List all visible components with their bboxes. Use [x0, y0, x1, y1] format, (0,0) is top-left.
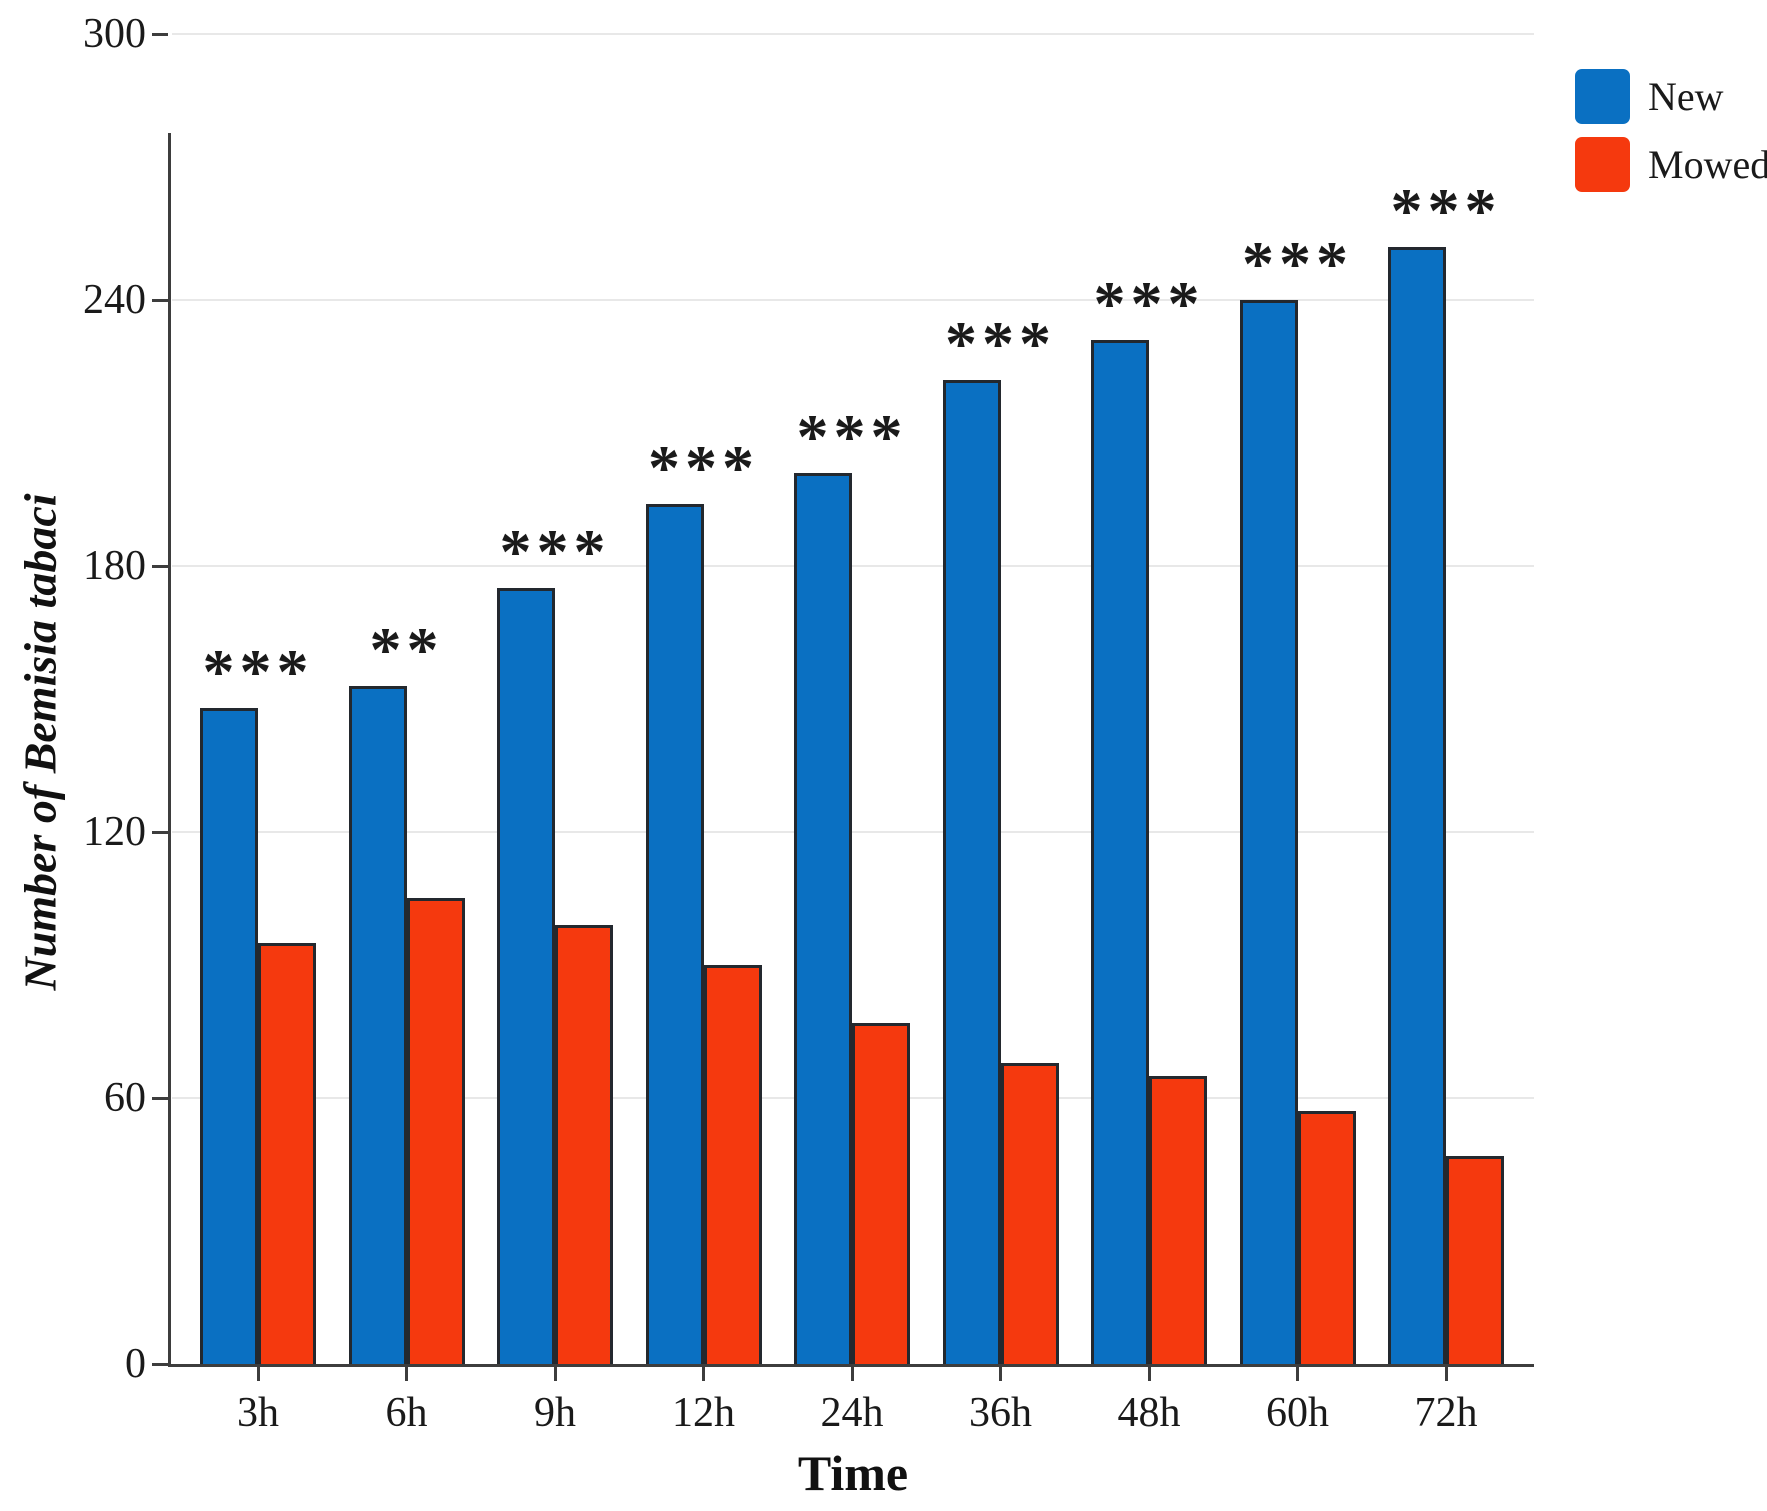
y-tick-120 [152, 830, 168, 834]
x-tick-72h [1444, 1366, 1448, 1381]
bar-mowed-3h [258, 943, 316, 1364]
x-tick-36h [999, 1366, 1002, 1381]
x-tick-48h [1147, 1366, 1151, 1381]
x-tick-label-6h: 6h [385, 1390, 428, 1436]
bar-mowed-48h [1149, 1076, 1207, 1364]
y-tick-0 [152, 1362, 168, 1366]
x-tick-label-36h: 36h [969, 1390, 1032, 1436]
x-tick-label-12h: 12h [672, 1390, 735, 1436]
legend-item-new: New [1575, 69, 1767, 124]
significance-label-36h: *** [945, 308, 1056, 379]
bar-new-72h [1388, 247, 1446, 1364]
y-tick-label-300: 300 [83, 11, 146, 57]
legend: New Mowed [1575, 69, 1767, 192]
bar-new-36h [942, 380, 1001, 1364]
x-tick-24h [850, 1366, 854, 1381]
y-tick-label-180: 180 [83, 543, 146, 589]
bar-new-3h [200, 708, 258, 1364]
plot-area: *** ** *** *** *** *** *** *** *** [172, 33, 1534, 1364]
bar-new-48h [1091, 340, 1149, 1364]
x-axis-line [168, 1364, 1534, 1367]
legend-swatch-mowed [1575, 137, 1630, 192]
bar-mowed-36h [1000, 1063, 1059, 1364]
legend-label-new: New [1648, 74, 1724, 119]
gridline-y-300 [172, 33, 1534, 35]
gridline-y-120 [172, 831, 1534, 833]
x-axis-title: Time [797, 1445, 909, 1501]
gridline-y-180 [172, 565, 1534, 567]
significance-label-48h: *** [1093, 268, 1205, 339]
y-tick-300 [152, 32, 168, 36]
significance-label-72h: *** [1390, 175, 1502, 246]
y-tick-label-120: 120 [83, 809, 146, 855]
bar-new-12h [645, 504, 704, 1364]
bar-new-24h [794, 473, 852, 1364]
bar-mowed-72h [1446, 1156, 1504, 1364]
significance-label-24h: *** [796, 401, 908, 472]
x-tick-label-72h: 72h [1414, 1390, 1478, 1436]
significance-label-9h: *** [499, 516, 611, 587]
x-tick-9h [553, 1366, 557, 1381]
gridline-y-240 [172, 299, 1534, 301]
bar-mowed-24h [852, 1023, 910, 1364]
legend-item-mowed: Mowed [1575, 137, 1767, 192]
x-tick-label-24h: 24h [820, 1390, 884, 1436]
x-tick-60h [1296, 1366, 1299, 1381]
x-tick-label-48h: 48h [1117, 1390, 1181, 1436]
bar-new-9h [497, 588, 555, 1364]
significance-label-6h: ** [369, 614, 444, 685]
significance-label-12h: *** [648, 432, 759, 503]
x-tick-label-3h: 3h [237, 1390, 279, 1436]
x-tick-12h [702, 1366, 705, 1381]
bar-new-6h [348, 686, 407, 1364]
x-tick-6h [405, 1366, 408, 1381]
y-tick-180 [152, 564, 168, 568]
x-tick-label-9h: 9h [534, 1390, 576, 1436]
legend-label-mowed: Mowed [1648, 142, 1767, 187]
legend-swatch-new [1575, 69, 1630, 124]
x-tick-3h [256, 1366, 260, 1381]
bar-mowed-12h [703, 965, 762, 1364]
bar-mowed-6h [406, 898, 465, 1364]
y-tick-label-240: 240 [83, 277, 146, 323]
x-tick-label-60h: 60h [1266, 1390, 1329, 1436]
y-axis-line [168, 133, 171, 1367]
significance-label-60h: *** [1242, 228, 1353, 299]
bar-mowed-60h [1297, 1111, 1356, 1364]
bar-mowed-9h [555, 925, 613, 1364]
y-tick-label-0: 0 [125, 1341, 146, 1387]
y-tick-label-60: 60 [104, 1075, 146, 1121]
y-tick-60 [152, 1096, 168, 1100]
bar-new-60h [1239, 300, 1298, 1364]
significance-label-3h: *** [202, 636, 314, 707]
y-tick-240 [152, 298, 168, 302]
